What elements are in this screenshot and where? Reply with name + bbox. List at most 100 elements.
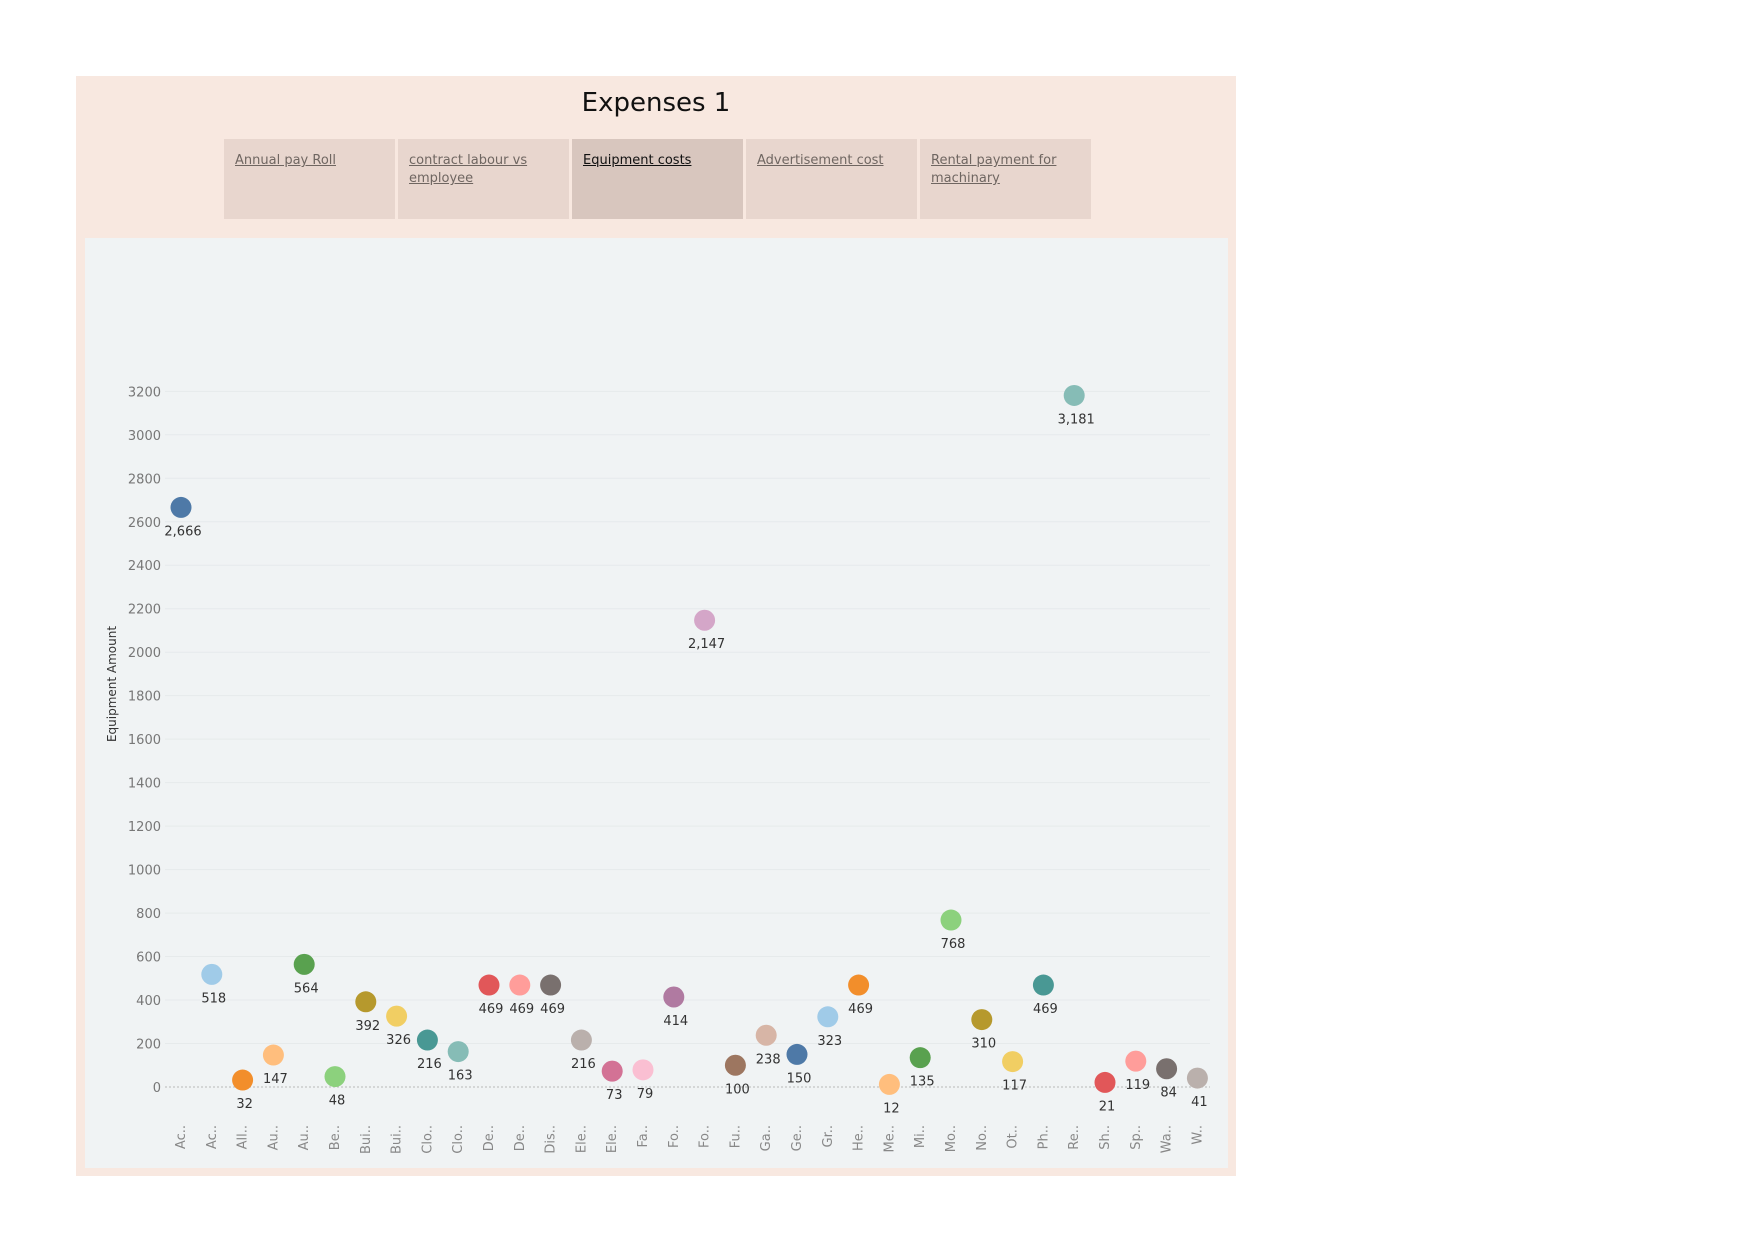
data-label: 323 bbox=[817, 1034, 842, 1049]
x-tick-label: Ac.. bbox=[205, 1125, 220, 1149]
dashboard-title: Expenses 1 bbox=[581, 88, 731, 118]
x-tick-label: Be.. bbox=[328, 1125, 343, 1150]
data-label: 84 bbox=[1160, 1086, 1177, 1101]
tab-annual-pay-roll[interactable]: Annual pay Roll bbox=[224, 139, 395, 219]
x-tick-label: Ga.. bbox=[759, 1125, 774, 1151]
y-tick-label: 3000 bbox=[128, 429, 161, 444]
data-label: 2,666 bbox=[164, 524, 201, 539]
data-point[interactable] bbox=[386, 1005, 408, 1027]
data-point[interactable] bbox=[724, 1054, 746, 1076]
y-tick-label: 0 bbox=[153, 1081, 161, 1096]
data-point[interactable] bbox=[1125, 1050, 1147, 1072]
y-tick-label: 1200 bbox=[128, 820, 161, 835]
y-tick-label: 2000 bbox=[128, 646, 161, 661]
data-point[interactable] bbox=[201, 963, 223, 985]
y-axis-title: Equipment Amount bbox=[105, 626, 119, 742]
data-point[interactable] bbox=[509, 974, 531, 996]
data-point[interactable] bbox=[540, 974, 562, 996]
data-point[interactable] bbox=[755, 1024, 777, 1046]
data-point[interactable] bbox=[694, 609, 716, 631]
data-label: 469 bbox=[848, 1002, 873, 1017]
data-point[interactable] bbox=[170, 496, 192, 518]
x-tick-label: Ph.. bbox=[1036, 1125, 1051, 1149]
data-label: 768 bbox=[941, 937, 966, 952]
y-tick-label: 1800 bbox=[128, 690, 161, 705]
x-tick-label: Me.. bbox=[882, 1125, 897, 1152]
x-tick-label: Bui.. bbox=[390, 1125, 405, 1154]
data-point[interactable] bbox=[786, 1043, 808, 1065]
tab-rental-payment[interactable]: Rental payment for machinary bbox=[920, 139, 1091, 219]
chart-panel: 0 200 400 600 800 1000 1200 1400 1600 1800 2000 220… bbox=[85, 238, 1228, 1168]
x-tick-label: Clo.. bbox=[451, 1125, 466, 1154]
data-point[interactable] bbox=[601, 1060, 623, 1082]
y-tick-label: 1000 bbox=[128, 864, 161, 879]
data-label: 79 bbox=[637, 1087, 654, 1102]
data-point[interactable] bbox=[971, 1009, 993, 1031]
data-point[interactable] bbox=[817, 1006, 839, 1028]
x-tick-label: De.. bbox=[513, 1125, 528, 1151]
data-label: 392 bbox=[355, 1019, 380, 1034]
y-tick-label: 200 bbox=[136, 1038, 161, 1053]
data-point[interactable] bbox=[632, 1059, 654, 1081]
y-tick-label: 1400 bbox=[128, 777, 161, 792]
data-point[interactable] bbox=[909, 1047, 931, 1069]
data-label: 216 bbox=[417, 1057, 442, 1072]
scatter-chart: 0 200 400 600 800 1000 1200 1400 1600 1800 2000 220… bbox=[105, 384, 1210, 1154]
data-label: 163 bbox=[448, 1069, 473, 1084]
x-tick-label: Clo.. bbox=[420, 1125, 435, 1154]
data-label: 469 bbox=[1033, 1002, 1058, 1017]
y-tick-label: 2400 bbox=[128, 559, 161, 574]
data-point[interactable] bbox=[447, 1041, 469, 1063]
data-point[interactable] bbox=[1094, 1071, 1116, 1093]
data-point[interactable] bbox=[848, 974, 870, 996]
x-tick-label: All.. bbox=[236, 1125, 251, 1149]
x-tick-label: Fo.. bbox=[667, 1125, 682, 1148]
data-point[interactable] bbox=[663, 986, 685, 1008]
x-tick-label: Sh.. bbox=[1098, 1125, 1113, 1150]
tab-equipment-costs[interactable]: Equipment costs bbox=[572, 139, 743, 219]
data-point[interactable] bbox=[1156, 1058, 1178, 1080]
tab-advertisement-cost[interactable]: Advertisement cost bbox=[746, 139, 917, 219]
y-tick-label: 800 bbox=[136, 907, 161, 922]
data-point[interactable] bbox=[355, 991, 377, 1013]
x-tick-label: Mo.. bbox=[944, 1125, 959, 1152]
data-label: 238 bbox=[756, 1052, 781, 1067]
y-tick-label: 600 bbox=[136, 951, 161, 966]
data-label: 216 bbox=[571, 1057, 596, 1072]
data-point[interactable] bbox=[940, 909, 962, 931]
tab-contract-labour[interactable]: contract labour vs employee bbox=[398, 139, 569, 219]
y-tick-label: 3200 bbox=[128, 385, 161, 400]
x-tick-label: De.. bbox=[482, 1125, 497, 1151]
x-tick-label: Fa.. bbox=[636, 1125, 651, 1148]
data-point[interactable] bbox=[262, 1044, 284, 1066]
data-label: 48 bbox=[329, 1094, 346, 1109]
data-label: 73 bbox=[606, 1088, 623, 1103]
data-point[interactable] bbox=[478, 974, 500, 996]
data-label: 150 bbox=[787, 1071, 812, 1086]
data-point[interactable] bbox=[878, 1073, 900, 1095]
data-label: 518 bbox=[201, 991, 226, 1006]
x-tick-label: Ge.. bbox=[790, 1125, 805, 1151]
data-label: 469 bbox=[479, 1002, 504, 1017]
y-tick-label: 2800 bbox=[128, 472, 161, 487]
data-point[interactable] bbox=[1063, 384, 1085, 406]
data-point[interactable] bbox=[324, 1066, 346, 1088]
x-tick-label: Gr.. bbox=[821, 1125, 836, 1148]
data-point[interactable] bbox=[1186, 1067, 1208, 1089]
dashboard: Expenses 1 Annual pay Roll contract labo… bbox=[76, 76, 1236, 1176]
data-point[interactable] bbox=[1032, 974, 1054, 996]
data-label: 564 bbox=[294, 981, 319, 996]
data-point[interactable] bbox=[570, 1029, 592, 1051]
x-tick-label: Au.. bbox=[297, 1125, 312, 1150]
x-tick-label: Ele.. bbox=[605, 1125, 620, 1153]
x-tick-label: Wa.. bbox=[1160, 1125, 1175, 1153]
data-label: 147 bbox=[263, 1072, 288, 1087]
data-point[interactable] bbox=[416, 1029, 438, 1051]
y-tick-label: 1600 bbox=[128, 733, 161, 748]
tab-bar: Annual pay Roll contract labour vs emplo… bbox=[224, 139, 1094, 219]
data-point[interactable] bbox=[1002, 1051, 1024, 1073]
data-label: 117 bbox=[1002, 1079, 1027, 1094]
data-label: 469 bbox=[509, 1002, 534, 1017]
data-point[interactable] bbox=[293, 953, 315, 975]
data-point[interactable] bbox=[232, 1069, 254, 1091]
